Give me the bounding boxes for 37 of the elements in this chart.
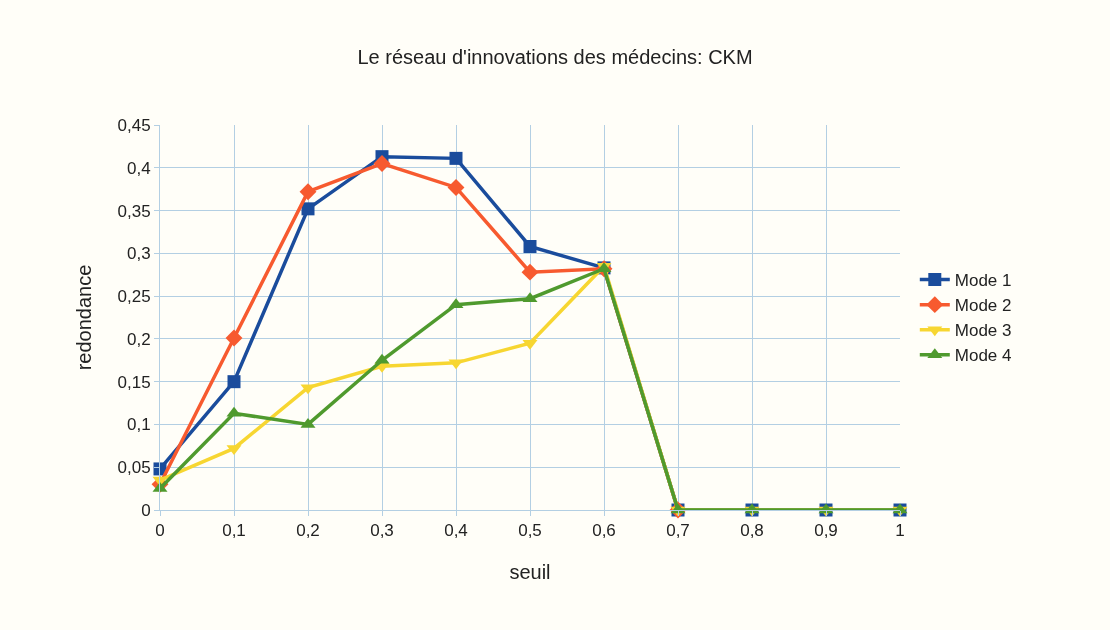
x-tick-label: 1 [895,521,905,541]
y-tick-label: 0,15 [117,372,151,392]
y-tick-label: 0,1 [126,415,151,435]
y-tick-label: 0,2 [126,329,151,349]
x-tick-label: 0,7 [666,521,690,541]
y-tick-label: 0,05 [117,458,151,478]
legend-label: Mode 3 [954,321,1012,341]
x-tick-label: 0,3 [370,521,394,541]
legend-label: Mode 1 [954,271,1012,291]
y-axis-title: redondance [73,264,96,371]
x-tick-label: 0,4 [444,521,468,541]
x-tick-label: 0,6 [592,521,616,541]
point [521,263,539,281]
y-tick-label: 0 [141,500,151,520]
point [373,155,391,172]
y-tick-label: 0,35 [117,201,151,221]
x-tick-label: 0,5 [518,521,542,541]
x-tick-label: 0 [155,521,165,541]
chart-title: Le réseau d'innovations des médecins: CKM [357,46,753,69]
y-tick-label: 0,45 [117,115,151,135]
point [523,239,537,253]
point [227,375,241,389]
point [299,183,317,201]
point [449,151,463,165]
point [447,179,465,196]
y-tick-label: 0,25 [117,287,151,307]
x-tick-label: 0,8 [740,521,764,541]
y-tick-label: 0,4 [126,158,151,178]
legend-label: Mode 4 [954,346,1012,366]
x-tick-label: 0,1 [222,521,246,541]
x-tick-label: 0,9 [814,521,838,541]
x-axis-title: seuil [509,560,551,583]
legend-label: Mode 2 [954,296,1012,316]
x-tick-label: 0,2 [296,521,320,541]
point [301,202,315,216]
point [225,329,243,347]
y-tick-label: 0,3 [126,244,151,264]
